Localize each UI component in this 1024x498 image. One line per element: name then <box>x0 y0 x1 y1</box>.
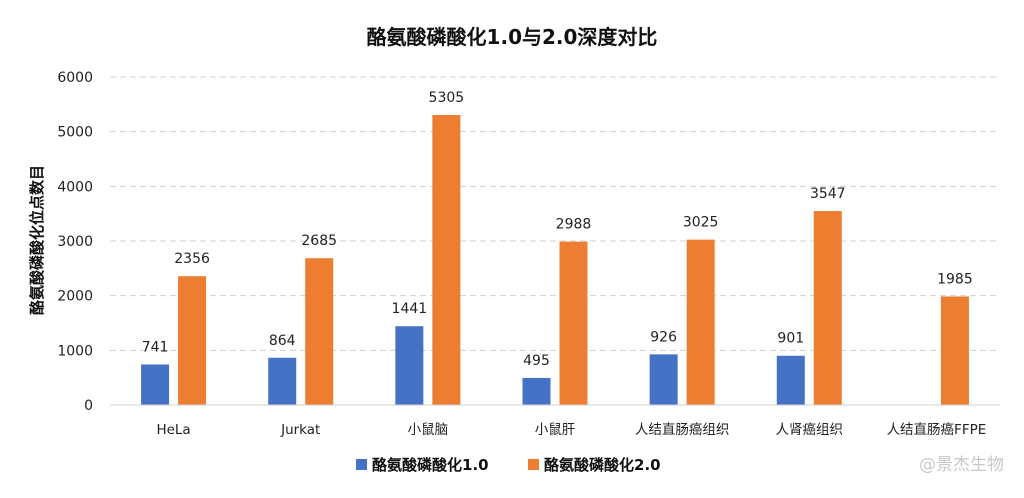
watermark-text: @景杰生物 <box>919 455 1004 475</box>
y-tick-label: 2000 <box>57 289 93 305</box>
x-tick-label: HeLa <box>156 422 190 438</box>
x-tick-label: 人结直肠癌组织 <box>635 422 730 438</box>
data-label: 3547 <box>810 186 846 202</box>
bar-v2 <box>432 114 461 405</box>
bar-v1 <box>268 357 297 405</box>
data-label: 901 <box>777 331 804 347</box>
bar-v1 <box>776 355 805 405</box>
data-label: 926 <box>650 329 677 345</box>
y-tick-label: 1000 <box>57 343 93 359</box>
y-tick-label: 0 <box>84 398 93 414</box>
y-axis-label: 酪氨酸磷酸化位点数目 <box>28 165 46 315</box>
bar-v2 <box>940 296 969 405</box>
data-label: 3025 <box>683 215 719 231</box>
legend-swatch <box>356 459 367 470</box>
data-label: 2988 <box>556 217 592 233</box>
y-tick-label: 4000 <box>57 179 93 195</box>
legend: 酪氨酸磷酸化1.0 酪氨酸磷酸化2.0 <box>356 456 661 474</box>
legend-label: 酪氨酸磷酸化2.0 <box>544 456 661 474</box>
legend-label: 酪氨酸磷酸化1.0 <box>372 456 489 474</box>
bar-v2 <box>686 239 715 405</box>
bar-v1 <box>522 377 551 405</box>
grid-lines <box>110 76 1000 351</box>
y-tick-label: 3000 <box>57 234 93 250</box>
data-label: 741 <box>142 339 169 355</box>
chart-title: 酪氨酸磷酸化1.0与2.0深度对比 <box>367 25 658 49</box>
legend-swatch <box>528 459 539 470</box>
data-label: 2356 <box>174 251 210 267</box>
x-tick-label: 人肾癌组织 <box>776 422 844 438</box>
y-axis-ticks: 0 1000 2000 3000 4000 5000 6000 <box>57 70 93 414</box>
y-tick-label: 6000 <box>57 70 93 86</box>
data-label: 1441 <box>392 301 428 317</box>
data-label: 864 <box>269 333 296 349</box>
data-label: 495 <box>523 353 550 369</box>
x-tick-label: Jurkat <box>280 422 320 438</box>
bars: 741 2356 864 2685 1441 5305 495 2988 926 3025 901 3… <box>141 90 973 405</box>
data-label: 1985 <box>937 271 973 287</box>
bar-v1 <box>395 326 424 405</box>
bar-v2 <box>305 258 334 405</box>
bar-v2 <box>178 276 207 405</box>
bar-v1 <box>141 364 170 405</box>
x-tick-label: 小鼠肝 <box>535 422 576 438</box>
data-label: 5305 <box>429 90 465 106</box>
data-label: 2685 <box>301 233 337 249</box>
bar-v1 <box>649 354 678 405</box>
bar-v2 <box>559 241 588 405</box>
x-axis-ticks: HeLa Jurkat 小鼠脑 小鼠肝 人结直肠癌组织 人肾癌组织 人结直肠癌FFPE <box>156 422 986 438</box>
x-tick-label: 人结直肠癌FFPE <box>887 422 987 438</box>
x-tick-label: 小鼠脑 <box>408 422 449 438</box>
bar-v2 <box>813 211 842 405</box>
y-tick-label: 5000 <box>57 125 93 141</box>
